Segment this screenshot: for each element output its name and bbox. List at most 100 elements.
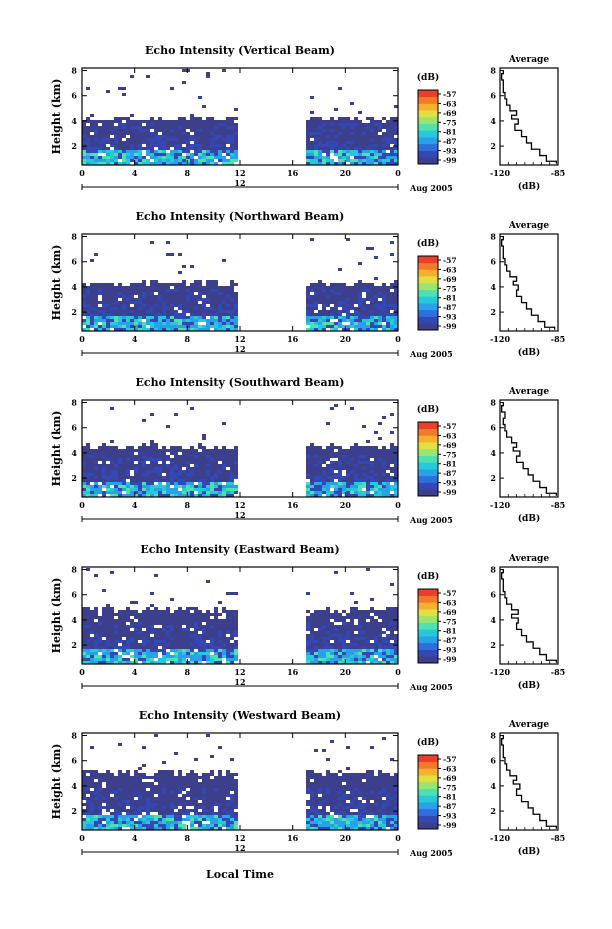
x-tick-label: 8	[185, 168, 191, 178]
heatmap-cell	[94, 640, 98, 643]
heatmap-cell	[122, 147, 126, 150]
heatmap-cell	[86, 135, 90, 138]
heatmap-cell	[322, 328, 326, 331]
heatmap-cell	[134, 292, 138, 295]
heatmap-cell	[130, 779, 134, 782]
heatmap-cell	[178, 301, 182, 304]
heatmap-cell	[190, 794, 194, 797]
heatmap-cell	[310, 304, 314, 307]
heatmap-cell	[114, 646, 118, 649]
heatmap-cell	[318, 488, 322, 491]
heatmap-cell	[358, 150, 362, 153]
heatmap-cell	[134, 601, 138, 604]
average-title: Average	[508, 554, 549, 564]
heatmap-cell	[134, 449, 138, 452]
heatmap-cell	[306, 625, 310, 628]
heatmap-cell	[102, 610, 106, 613]
heatmap-cell	[230, 634, 234, 637]
heatmap-cell	[90, 652, 94, 655]
heatmap-cell	[194, 132, 198, 135]
heatmap-cell	[118, 625, 122, 628]
heatmap-cell	[330, 295, 334, 298]
heatmap-cell	[114, 637, 118, 640]
heatmap-cell	[154, 809, 158, 812]
heatmap-cell	[198, 319, 202, 322]
heatmap-cell	[366, 289, 370, 292]
heatmap-cell	[214, 295, 218, 298]
heatmap-cell	[126, 304, 130, 307]
heatmap-cell	[326, 156, 330, 159]
heatmap-cell	[314, 494, 318, 497]
heatmap-cell	[110, 773, 114, 776]
heatmap-cell	[102, 322, 106, 325]
heatmap-cell	[86, 625, 90, 628]
heatmap-cell	[162, 610, 166, 613]
heatmap-cell	[82, 283, 86, 286]
colorbar-segment	[418, 656, 438, 664]
heatmap-cell	[394, 646, 398, 649]
heatmap-cell	[98, 283, 102, 286]
x-tick-label: 0	[395, 168, 401, 178]
heatmap-cell	[198, 634, 202, 637]
heatmap-cell	[350, 470, 354, 473]
heatmap-cell	[354, 126, 358, 129]
heatmap-cell	[158, 310, 162, 313]
heatmap-cell	[314, 479, 318, 482]
heatmap-cell	[338, 138, 342, 141]
heatmap-cell	[150, 494, 154, 497]
heatmap-cell	[138, 319, 142, 322]
heatmap-cell	[142, 452, 146, 455]
heatmap-cell	[146, 634, 150, 637]
heatmap-cell	[82, 488, 86, 491]
heatmap-cell	[174, 129, 178, 132]
heatmap-cell	[322, 470, 326, 473]
heatmap-cell	[382, 464, 386, 467]
heatmap-cell	[354, 482, 358, 485]
heatmap-cell	[326, 446, 330, 449]
heatmap-cell	[102, 123, 106, 126]
heatmap-cell	[334, 289, 338, 292]
heatmap-cell	[310, 482, 314, 485]
heatmap-cell	[118, 464, 122, 467]
heatmap-cell	[314, 298, 318, 301]
heatmap-cell	[110, 658, 114, 661]
heatmap-cell	[306, 640, 310, 643]
heatmap-cell	[230, 319, 234, 322]
heatmap-cell	[326, 162, 330, 165]
heatmap-cell	[222, 461, 226, 464]
heatmap-cell	[394, 482, 398, 485]
heatmap-cell	[106, 301, 110, 304]
heatmap-cell	[102, 319, 106, 322]
heatmap-cell	[138, 307, 142, 310]
heatmap-cell	[346, 144, 350, 147]
heatmap-cell	[90, 827, 94, 830]
heatmap-cell	[170, 797, 174, 800]
heatmap-cell	[154, 289, 158, 292]
heatmap-cell	[386, 613, 390, 616]
heatmap-cell	[330, 123, 334, 126]
heatmap-cell	[394, 304, 398, 307]
heatmap-cell	[138, 298, 142, 301]
heatmap-cell	[82, 458, 86, 461]
heatmap-cell	[190, 449, 194, 452]
heatmap-cell	[234, 655, 238, 658]
heatmap-cell	[178, 628, 182, 631]
heatmap-cell	[170, 304, 174, 307]
heatmap-cell	[234, 652, 238, 655]
heatmap-cell	[234, 473, 238, 476]
heatmap-cell	[126, 649, 130, 652]
heatmap-cell	[206, 123, 210, 126]
heatmap-cell	[366, 470, 370, 473]
heatmap-cell	[90, 791, 94, 794]
heatmap-cell	[334, 637, 338, 640]
y-tick-label: 4	[71, 448, 77, 458]
heatmap-cell	[178, 150, 182, 153]
heatmap-cell	[206, 449, 210, 452]
heatmap-cell	[206, 652, 210, 655]
heatmap-cell	[390, 292, 394, 295]
heatmap-cell	[354, 646, 358, 649]
heatmap-cell	[198, 610, 202, 613]
heatmap-cell	[94, 488, 98, 491]
heatmap-cell	[374, 488, 378, 491]
heatmap-cell	[86, 138, 90, 141]
